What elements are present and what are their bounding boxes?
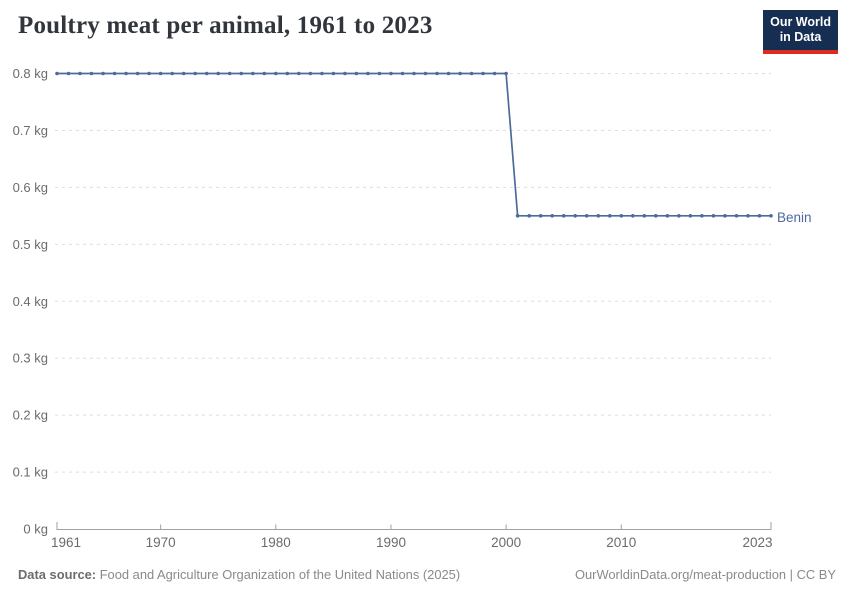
data-point[interactable]: [596, 214, 601, 218]
data-point[interactable]: [423, 71, 428, 76]
data-point[interactable]: [331, 71, 336, 76]
data-point[interactable]: [550, 214, 554, 218]
owid-logo[interactable]: Our World in Data: [763, 10, 838, 54]
data-point[interactable]: [55, 71, 59, 76]
data-point[interactable]: [446, 71, 451, 76]
data-point[interactable]: [573, 214, 577, 218]
data-point[interactable]: [665, 214, 670, 218]
data-point[interactable]: [239, 71, 244, 76]
data-point[interactable]: [631, 214, 635, 218]
y-axis-tick-label: 0.5 kg: [13, 237, 48, 252]
data-line-benin[interactable]: [57, 72, 771, 217]
data-point[interactable]: [297, 71, 301, 76]
data-point[interactable]: [654, 214, 658, 218]
data-point[interactable]: [561, 214, 566, 218]
data-point[interactable]: [377, 71, 382, 76]
data-point[interactable]: [400, 71, 405, 76]
data-point[interactable]: [343, 71, 347, 76]
data-point[interactable]: [688, 214, 693, 218]
data-point[interactable]: [135, 71, 140, 76]
data-point[interactable]: [481, 71, 485, 76]
data-point[interactable]: [354, 71, 359, 76]
data-point[interactable]: [757, 214, 762, 218]
x-axis-tick-label: 1980: [261, 535, 291, 550]
data-point[interactable]: [274, 71, 278, 76]
data-point[interactable]: [204, 71, 209, 76]
data-point[interactable]: [746, 214, 750, 218]
data-point[interactable]: [262, 71, 267, 76]
x-axis-tick-label: 2010: [606, 535, 636, 550]
data-point[interactable]: [458, 71, 462, 76]
x-axis-tick-label: 1990: [376, 535, 406, 550]
x-axis-tick-label: 2000: [491, 535, 521, 550]
y-axis-tick-label: 0.8 kg: [13, 66, 48, 81]
data-point[interactable]: [89, 71, 94, 76]
data-point[interactable]: [78, 71, 82, 76]
x-axis-tick-label: 1961: [51, 535, 81, 550]
data-point[interactable]: [608, 214, 612, 218]
y-axis-tick-label: 0.6 kg: [13, 180, 48, 195]
data-point[interactable]: [515, 214, 520, 218]
data-source-label: Data source:: [18, 567, 97, 582]
data-point[interactable]: [734, 214, 739, 218]
data-point[interactable]: [619, 214, 624, 218]
y-axis-tick-label: 0.1 kg: [13, 465, 48, 480]
data-point[interactable]: [435, 71, 439, 76]
data-point[interactable]: [193, 71, 197, 76]
data-point[interactable]: [251, 71, 255, 76]
data-point[interactable]: [181, 71, 186, 76]
footer-link[interactable]: OurWorldinData.org/meat-production | CC …: [574, 567, 836, 582]
x-axis-tick-label: 1970: [146, 535, 176, 550]
series-label-benin[interactable]: Benin: [777, 210, 812, 225]
data-point[interactable]: [527, 214, 531, 218]
data-source-note: Data source: Food and Agriculture Organi…: [18, 567, 460, 582]
data-point[interactable]: [677, 214, 681, 218]
y-axis-tick-label: 0.2 kg: [13, 408, 48, 423]
data-point[interactable]: [700, 214, 704, 218]
data-point[interactable]: [723, 214, 727, 218]
x-axis-tick-label: 2023: [742, 535, 772, 550]
data-point[interactable]: [469, 71, 474, 76]
data-point[interactable]: [504, 71, 508, 76]
data-point[interactable]: [389, 71, 393, 76]
data-point[interactable]: [320, 71, 324, 76]
data-point[interactable]: [227, 71, 232, 76]
data-point[interactable]: [101, 71, 105, 76]
data-point[interactable]: [711, 214, 716, 218]
data-point[interactable]: [642, 214, 647, 218]
data-point[interactable]: [412, 71, 416, 76]
data-point[interactable]: [216, 71, 220, 76]
owid-logo-line1: Our World: [770, 15, 831, 29]
data-point[interactable]: [492, 71, 497, 76]
data-point[interactable]: [285, 71, 290, 76]
data-point[interactable]: [158, 71, 163, 76]
owid-logo-line2: in Data: [779, 30, 822, 45]
y-axis-tick-label: 0.4 kg: [13, 294, 48, 309]
chart-title: Poultry meat per animal, 1961 to 2023: [18, 12, 433, 39]
y-axis-tick-label: 0.7 kg: [13, 123, 48, 138]
data-point[interactable]: [538, 214, 543, 218]
data-source-text: Food and Agriculture Organization of the…: [99, 567, 461, 582]
data-point[interactable]: [170, 71, 174, 76]
footer: Data source: Food and Agriculture Organi…: [18, 567, 836, 582]
data-point[interactable]: [366, 71, 370, 76]
data-point[interactable]: [147, 71, 151, 76]
data-point[interactable]: [584, 214, 589, 218]
data-point[interactable]: [112, 71, 117, 76]
data-point[interactable]: [769, 214, 773, 218]
y-axis-tick-label: 0 kg: [23, 522, 48, 537]
data-point[interactable]: [66, 71, 71, 76]
y-axis-tick-label: 0.3 kg: [13, 351, 48, 366]
data-point[interactable]: [308, 71, 313, 76]
data-point[interactable]: [124, 71, 128, 76]
